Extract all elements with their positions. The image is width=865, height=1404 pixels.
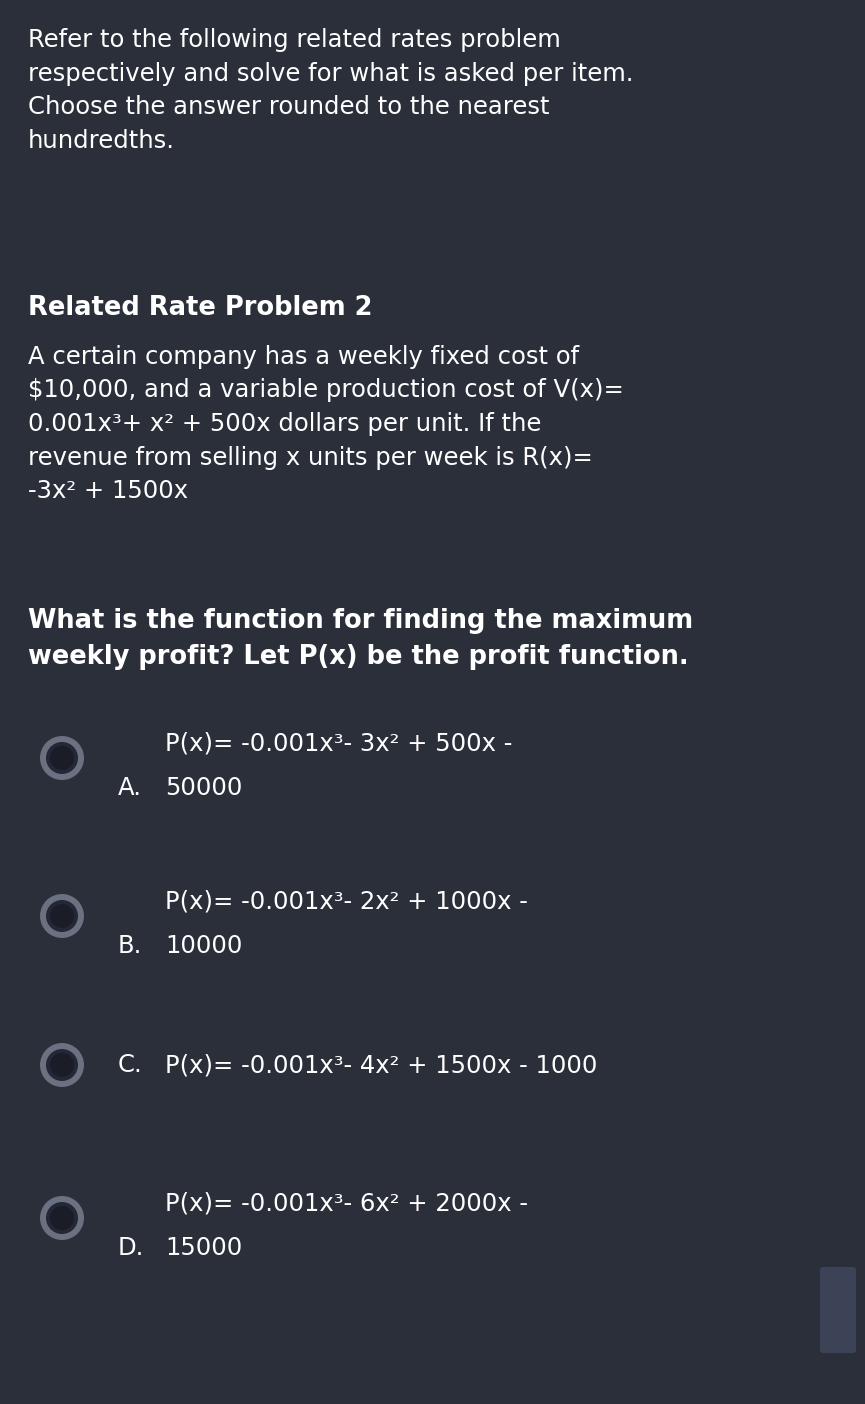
Circle shape (50, 746, 74, 769)
Circle shape (40, 1043, 84, 1087)
Circle shape (50, 1206, 74, 1230)
Text: C.: C. (118, 1053, 143, 1077)
Text: 50000: 50000 (165, 776, 242, 800)
Text: P(x)= -0.001x³- 6x² + 2000x -: P(x)= -0.001x³- 6x² + 2000x - (165, 1192, 528, 1216)
Text: Related Rate Problem 2: Related Rate Problem 2 (28, 295, 373, 322)
Text: P(x)= -0.001x³- 2x² + 1000x -: P(x)= -0.001x³- 2x² + 1000x - (165, 890, 528, 914)
Circle shape (46, 1049, 78, 1081)
Text: What is the function for finding the maximum
weekly profit? Let P(x) be the prof: What is the function for finding the max… (28, 608, 693, 670)
Text: 15000: 15000 (165, 1236, 242, 1259)
Circle shape (40, 894, 84, 938)
Text: P(x)= -0.001x³- 3x² + 500x -: P(x)= -0.001x³- 3x² + 500x - (165, 731, 512, 755)
Text: A.: A. (118, 776, 142, 800)
Circle shape (50, 904, 74, 928)
Text: D.: D. (118, 1236, 144, 1259)
Text: 10000: 10000 (165, 934, 242, 958)
Circle shape (46, 741, 78, 774)
Text: B.: B. (118, 934, 143, 958)
Text: Refer to the following related rates problem
respectively and solve for what is : Refer to the following related rates pro… (28, 28, 633, 153)
Circle shape (50, 1053, 74, 1077)
Text: P(x)= -0.001x³- 4x² + 1500x - 1000: P(x)= -0.001x³- 4x² + 1500x - 1000 (165, 1053, 598, 1077)
Circle shape (46, 1202, 78, 1234)
Circle shape (46, 900, 78, 932)
FancyBboxPatch shape (820, 1266, 856, 1353)
Circle shape (40, 1196, 84, 1240)
Circle shape (40, 736, 84, 781)
Text: A certain company has a weekly fixed cost of
$10,000, and a variable production : A certain company has a weekly fixed cos… (28, 345, 624, 503)
